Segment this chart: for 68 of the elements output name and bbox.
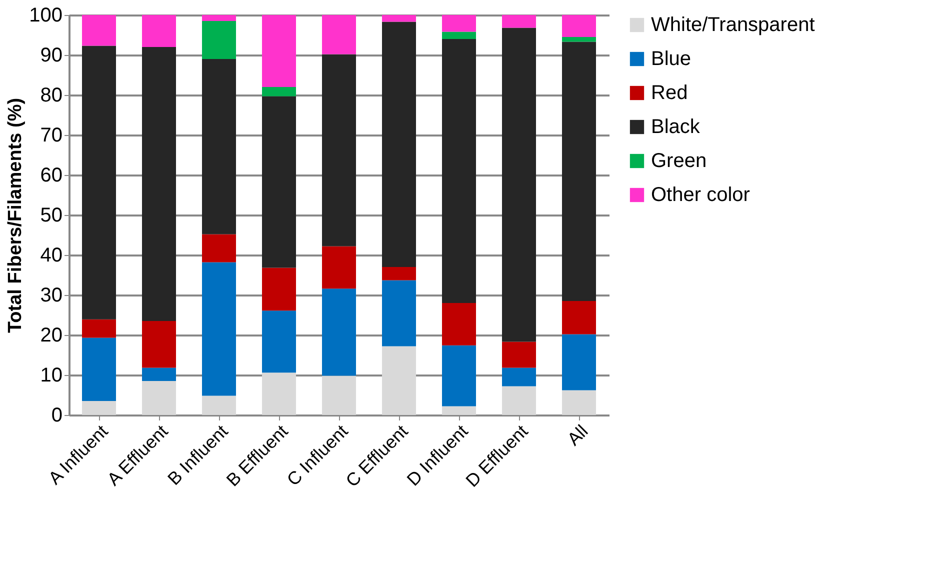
- bar: [202, 234, 236, 262]
- bar: [382, 22, 416, 267]
- legend-label: Blue: [651, 48, 692, 70]
- y-tick-label: 100: [29, 4, 62, 26]
- legend-label: Red: [651, 82, 688, 104]
- bar: [262, 87, 296, 96]
- bar: [202, 396, 236, 415]
- bar: [262, 15, 296, 87]
- bar: [562, 37, 596, 42]
- bar: [262, 96, 296, 268]
- y-tick-label: 70: [40, 124, 62, 146]
- bar: [322, 246, 356, 289]
- bar: [262, 268, 296, 311]
- y-tick-label: 50: [40, 204, 62, 226]
- bar: [82, 319, 116, 338]
- bar: [142, 368, 176, 381]
- y-tick-label: 90: [40, 44, 62, 66]
- y-tick-label: 20: [40, 324, 62, 346]
- bar: [442, 406, 476, 415]
- y-axis-title: Total Fibers/Filaments (%): [5, 98, 26, 334]
- bar: [202, 59, 236, 234]
- bar: [502, 15, 536, 28]
- bar: [142, 47, 176, 321]
- x-tick-label: All: [563, 421, 592, 450]
- bar: [82, 338, 116, 401]
- bar: [502, 368, 536, 386]
- bar: [382, 280, 416, 346]
- bar: [202, 21, 236, 59]
- bar: [442, 303, 476, 346]
- y-tick-label: 30: [40, 284, 62, 306]
- bar: [502, 342, 536, 368]
- bar: [142, 321, 176, 368]
- bar: [322, 54, 356, 246]
- bar: [82, 401, 116, 415]
- bar: [442, 39, 476, 303]
- bar: [562, 334, 596, 390]
- bar: [562, 301, 596, 334]
- bar: [562, 42, 596, 301]
- bar: [382, 267, 416, 280]
- bar: [262, 310, 296, 373]
- bar: [562, 390, 596, 415]
- bar: [382, 15, 416, 22]
- bar: [562, 15, 596, 37]
- legend-label: Black: [651, 116, 701, 138]
- bar: [502, 386, 536, 415]
- bar: [82, 46, 116, 320]
- bar: [202, 262, 236, 396]
- bar: [322, 15, 356, 54]
- bar: [502, 28, 536, 342]
- bar: [202, 15, 236, 21]
- bar: [442, 345, 476, 406]
- y-tick-label: 0: [51, 404, 62, 426]
- bar: [322, 288, 356, 376]
- y-tick-label: 40: [40, 244, 62, 266]
- legend-label: White/Transparent: [651, 14, 816, 36]
- y-tick-label: 10: [40, 364, 62, 386]
- bar: [262, 372, 296, 415]
- bar: [322, 376, 356, 415]
- y-tick-label: 60: [40, 164, 62, 186]
- y-tick-label: 80: [40, 84, 62, 106]
- legend-label: Other color: [651, 184, 750, 206]
- bar: [142, 15, 176, 47]
- legend-label: Green: [651, 150, 707, 172]
- bar: [142, 381, 176, 415]
- bar: [442, 15, 476, 32]
- bar: [382, 346, 416, 415]
- bar: [442, 32, 476, 39]
- bar: [82, 15, 116, 46]
